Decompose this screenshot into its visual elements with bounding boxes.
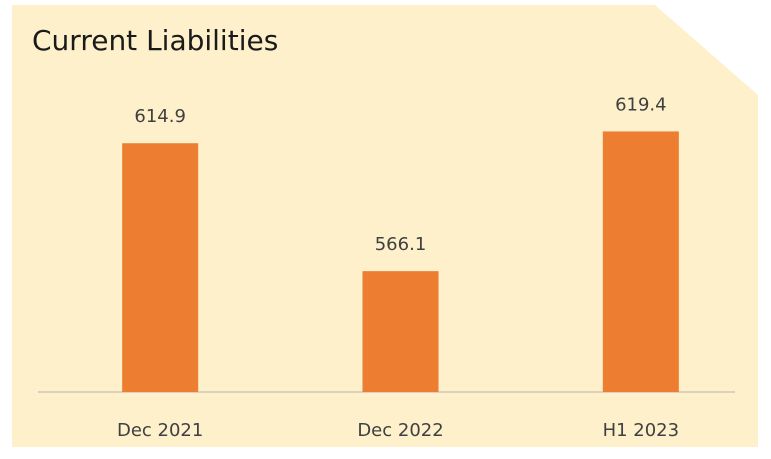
bar bbox=[602, 131, 679, 392]
bar bbox=[122, 143, 199, 392]
chart-background bbox=[12, 5, 758, 447]
x-tick-label: Dec 2022 bbox=[357, 420, 443, 441]
data-label: 566.1 bbox=[375, 234, 427, 255]
bar bbox=[362, 271, 439, 392]
data-label: 614.9 bbox=[134, 106, 186, 127]
x-tick-label: H1 2023 bbox=[603, 420, 680, 441]
chart-title: Current Liabilities bbox=[32, 24, 278, 57]
data-label: 619.4 bbox=[615, 94, 667, 115]
x-tick-label: Dec 2021 bbox=[117, 420, 203, 441]
